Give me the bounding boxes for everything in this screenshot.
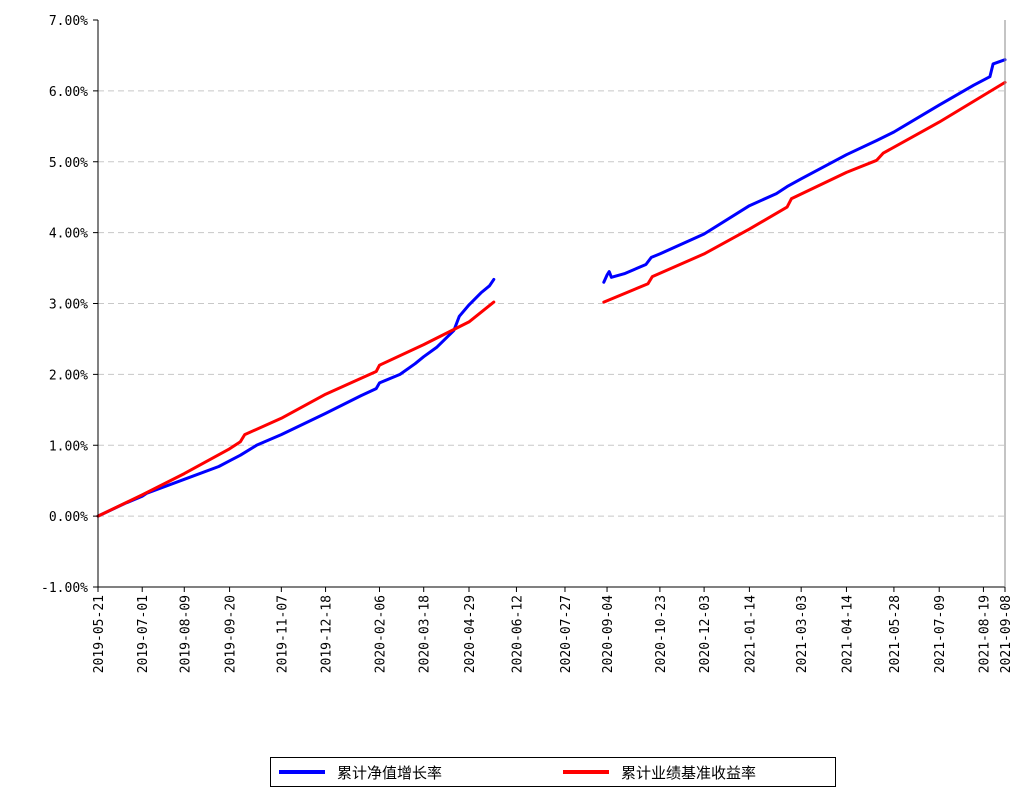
benchmark-return-line xyxy=(96,300,496,518)
x-tick-label: 2020-06-12 xyxy=(510,595,525,673)
line-chart: -1.00% 0.00% 1.00% 2.00% 3.00% 4.00% 5.00% 6.00… xyxy=(41,14,1013,673)
x-tick-label: 2020-04-29 xyxy=(463,595,478,673)
y-tick-label: 6.00% xyxy=(49,85,88,100)
y-tick-label: 3.00% xyxy=(49,298,88,313)
x-tick-label: 2019-08-09 xyxy=(178,595,193,673)
x-tick-label: 2019-09-20 xyxy=(224,595,239,673)
nav-growth-line xyxy=(602,58,1007,284)
legend-label-nav: 累计净值增长率 xyxy=(337,763,443,782)
x-tick-label: 2019-05-21 xyxy=(92,595,107,673)
legend-item-benchmark: 累计业绩基准收益率 xyxy=(563,758,756,786)
x-tick-label: 2020-12-03 xyxy=(698,595,713,673)
y-ticks: -1.00% 0.00% 1.00% 2.00% 3.00% 4.00% 5.00% 6.00… xyxy=(41,14,98,596)
legend-label-benchmark: 累计业绩基准收益率 xyxy=(621,763,757,782)
y-tick-label: 7.00% xyxy=(49,14,88,29)
x-tick-label: 2020-03-18 xyxy=(418,595,433,673)
x-tick-label: 2019-11-07 xyxy=(275,595,290,673)
x-tick-label: 2019-07-01 xyxy=(136,595,151,673)
x-tick-label: 2021-05-28 xyxy=(888,595,903,673)
y-tick-label: 5.00% xyxy=(49,156,88,171)
y-tick-label: 1.00% xyxy=(49,439,88,454)
y-tick-label: 2.00% xyxy=(49,368,88,383)
nav-growth-line xyxy=(96,277,496,518)
x-tick-label: 2020-02-06 xyxy=(373,595,388,673)
x-tick-label: 2019-12-18 xyxy=(320,595,335,673)
series-lines xyxy=(96,58,1007,518)
legend-item-nav: 累计净值增长率 xyxy=(279,758,442,786)
y-tick-label: 4.00% xyxy=(49,227,88,242)
x-tick-label: 2020-10-23 xyxy=(654,595,669,673)
y-tick-label: 0.00% xyxy=(49,510,88,525)
x-tick-label: 2021-09-08 xyxy=(999,595,1013,673)
y-tick-label: -1.00% xyxy=(41,581,88,596)
x-tick-label: 2021-04-14 xyxy=(840,595,855,673)
x-tick-label: 2021-03-03 xyxy=(795,595,810,673)
legend: 累计净值增长率 累计业绩基准收益率 xyxy=(270,757,836,787)
legend-swatch-blue xyxy=(279,770,325,774)
x-tick-label: 2021-08-19 xyxy=(977,595,992,673)
legend-swatch-red xyxy=(563,770,609,774)
benchmark-return-line xyxy=(602,80,1007,304)
x-tick-label: 2021-01-14 xyxy=(743,595,758,673)
x-ticks: 2019-05-21 2019-07-01 2019-08-09 2019-09-20… xyxy=(92,587,1013,673)
x-tick-label: 2020-09-04 xyxy=(601,595,616,673)
x-tick-label: 2021-07-09 xyxy=(933,595,948,673)
x-tick-label: 2020-07-27 xyxy=(559,595,574,673)
gridlines xyxy=(98,90,1005,517)
